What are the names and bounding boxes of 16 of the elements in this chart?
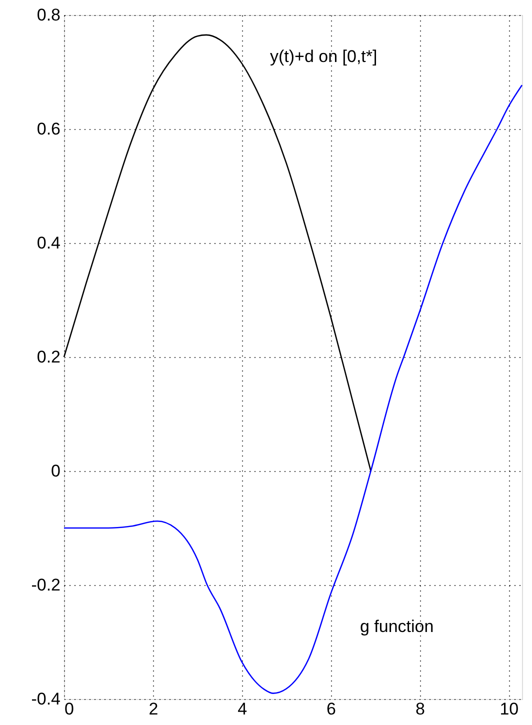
y-tick-label: 0.8 — [36, 6, 60, 24]
y-tick-label: 0.2 — [36, 348, 60, 366]
x-tick-label: 2 — [148, 700, 158, 718]
y-tick-label: -0.4 — [31, 690, 60, 708]
x-tick-label: 6 — [326, 700, 336, 718]
series-label: y(t)+d on [0,t*] — [270, 47, 378, 66]
x-tick-label: 8 — [415, 700, 425, 718]
y-tick-label: 0.4 — [36, 234, 60, 252]
x-tick-label: 10 — [500, 700, 519, 718]
y-tick-label: -0.2 — [31, 576, 60, 594]
line-series — [63, 84, 523, 694]
y-tick-label: 0 — [51, 462, 60, 480]
x-tick-label: 4 — [238, 700, 248, 718]
x-tick-label: 0 — [64, 700, 74, 718]
y-tick-label: 0.6 — [36, 120, 60, 138]
text: g function — [360, 617, 434, 636]
